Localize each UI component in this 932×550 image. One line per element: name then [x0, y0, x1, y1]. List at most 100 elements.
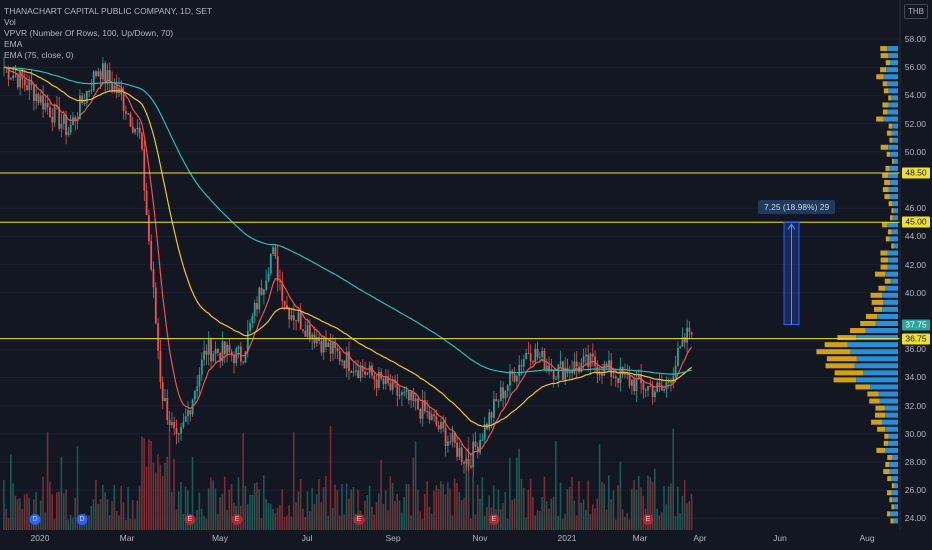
candle-body	[315, 337, 318, 344]
volume-bar	[499, 509, 502, 530]
earnings-marker[interactable]: E	[184, 514, 196, 525]
volume-bar	[580, 502, 582, 530]
volume-bar	[12, 483, 14, 530]
volume-profile-down	[874, 412, 886, 418]
volume-bar	[502, 503, 504, 530]
volume-bar	[118, 515, 120, 530]
volume-bar	[175, 509, 178, 530]
volume-bar	[203, 515, 205, 530]
volume-bar	[585, 509, 587, 530]
volume-bar	[481, 477, 484, 530]
candle-body	[304, 330, 307, 337]
volume-bar	[460, 499, 463, 530]
candle-body	[318, 337, 320, 342]
candle-body	[467, 458, 470, 466]
volume-profile-down	[882, 81, 888, 87]
dividend-marker[interactable]: D	[29, 514, 41, 525]
volume-bar	[380, 459, 382, 530]
volume-profile-up	[870, 384, 898, 390]
volume-bar	[104, 492, 106, 530]
volume-profile-down	[869, 398, 880, 404]
volume-bar	[571, 477, 573, 530]
candle-body	[30, 80, 33, 86]
volume-bar	[470, 518, 472, 530]
earnings-marker[interactable]: E	[642, 514, 654, 525]
volume-bar	[410, 515, 412, 530]
candle-body	[286, 304, 288, 308]
volume-profile-up	[882, 306, 898, 312]
candle-body	[295, 320, 297, 322]
volume-bar	[173, 459, 175, 530]
volume-bar	[10, 454, 12, 530]
volume-bar	[635, 489, 638, 530]
earnings-marker[interactable]: E	[488, 514, 500, 525]
candle-body	[571, 371, 573, 374]
candle-body	[173, 422, 176, 429]
candle-body	[575, 361, 578, 367]
volume-bar	[389, 476, 392, 530]
volume-bar	[536, 509, 539, 530]
candle-body	[658, 382, 661, 385]
volume-profile-up	[885, 426, 898, 432]
earnings-marker[interactable]: E	[353, 514, 365, 525]
earnings-marker[interactable]: E	[231, 514, 243, 525]
candle-body	[591, 353, 594, 357]
time-axis-label: Apr	[693, 533, 707, 543]
volume-profile-up	[891, 229, 898, 235]
volume-profile-up	[878, 391, 898, 397]
dividend-marker[interactable]: D	[76, 514, 88, 525]
candle-body	[203, 350, 205, 360]
currency-button[interactable]: THB	[904, 4, 928, 19]
volume-profile-down	[878, 285, 886, 291]
candle-body	[258, 287, 261, 310]
candle-body	[297, 312, 300, 322]
price-axis-label: 50.00	[904, 146, 926, 157]
volume-bar	[187, 490, 189, 530]
volume-bar	[171, 491, 173, 530]
candle-body	[260, 287, 263, 295]
candle-body	[131, 126, 134, 133]
volume-profile-down	[880, 257, 889, 263]
volume-bar	[44, 512, 47, 530]
candle-body	[649, 386, 652, 388]
volume-bar	[221, 493, 224, 530]
candle-body	[212, 353, 215, 362]
candle-body	[359, 366, 362, 379]
candle-body	[378, 371, 380, 388]
volume-bar	[681, 495, 684, 530]
candle-body	[447, 441, 449, 446]
volume-bar	[654, 468, 656, 530]
volume-bar	[263, 475, 265, 530]
candle-body	[449, 441, 452, 443]
candle-body	[548, 365, 550, 372]
volume-bar	[419, 511, 421, 530]
volume-bar	[85, 514, 88, 530]
volume-bar	[320, 502, 323, 530]
volume-profile-up	[889, 462, 898, 467]
candle-body	[343, 360, 346, 369]
volume-profile-down	[883, 440, 889, 446]
candle-body	[237, 346, 240, 349]
candle-body	[534, 348, 537, 363]
volume-profile-down	[882, 109, 888, 115]
volume-profile-up	[883, 116, 898, 122]
volume-bar	[545, 501, 548, 530]
volume-bar	[352, 487, 355, 530]
candle-body	[221, 341, 224, 362]
volume-profile-up	[889, 165, 898, 171]
candle-body	[483, 424, 486, 440]
candle-body	[465, 458, 468, 464]
volume-profile-down	[888, 123, 893, 129]
volume-bar	[426, 481, 428, 530]
time-axis-label: Mar	[632, 533, 648, 543]
measure-tool[interactable]	[783, 221, 800, 326]
candle-body	[288, 307, 291, 320]
volume-profile-down	[871, 419, 882, 425]
volume-bar	[534, 515, 536, 530]
candle-body	[481, 439, 484, 441]
volume-bar	[529, 478, 532, 530]
candle-body	[189, 410, 192, 415]
candle-body	[488, 412, 491, 429]
volume-bar	[318, 479, 320, 530]
